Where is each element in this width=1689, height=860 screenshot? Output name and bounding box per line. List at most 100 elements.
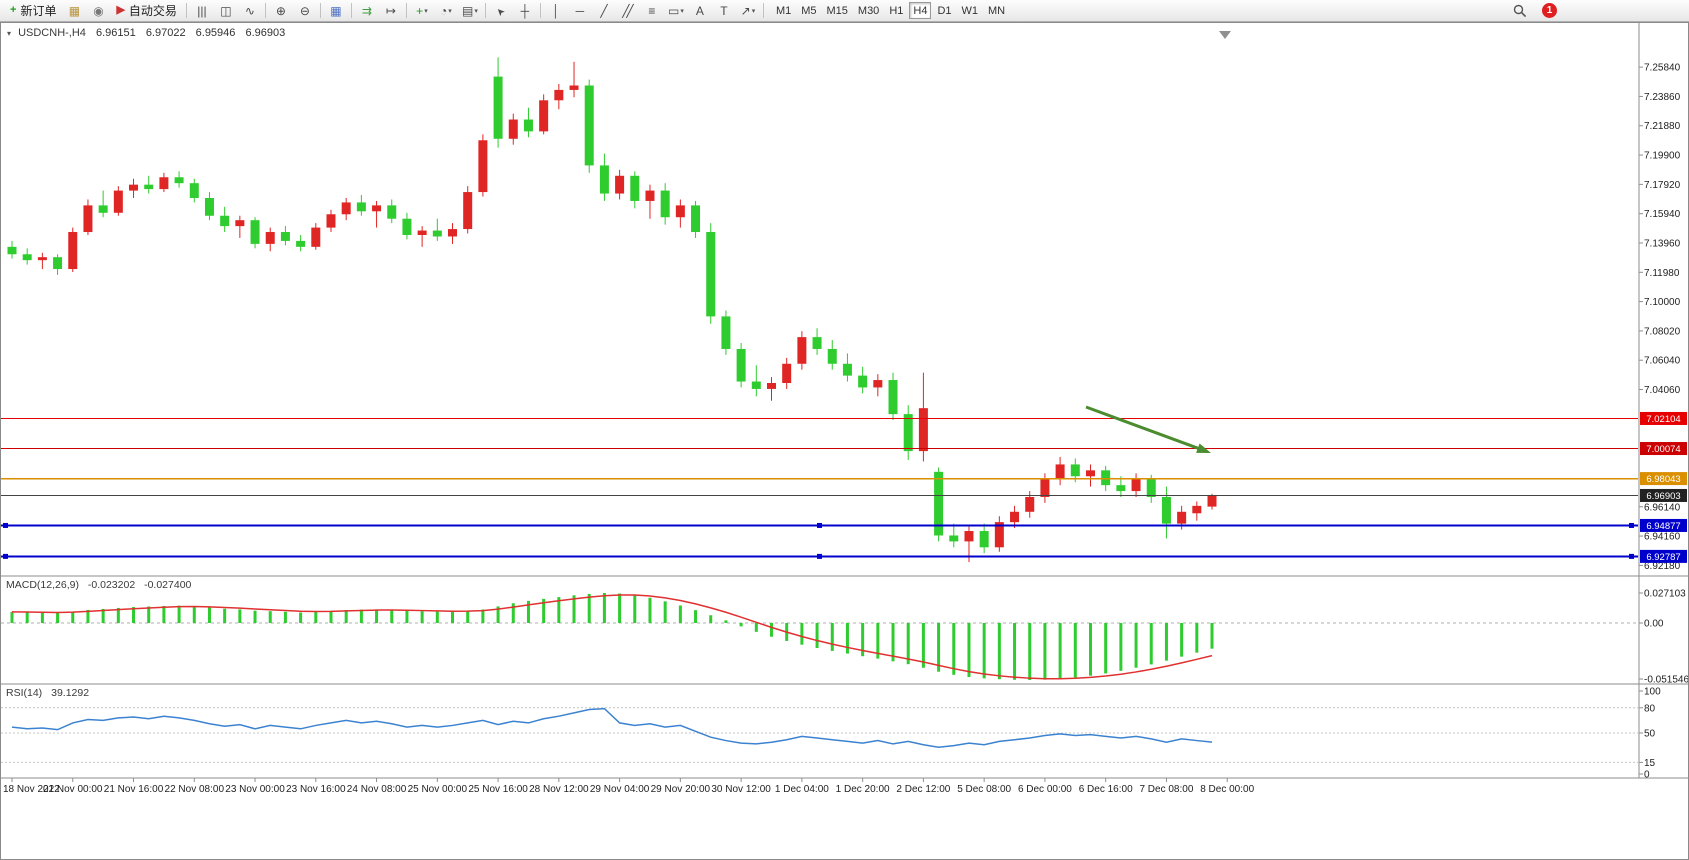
- horizontal-line-glyph: ─: [575, 3, 585, 18]
- auto-scroll-icon[interactable]: ⇉: [355, 2, 379, 20]
- symbol-timeframe-label: USDCNH-,H4: [18, 27, 86, 39]
- horizontal-line-icon[interactable]: ─: [568, 2, 592, 20]
- notification-badge[interactable]: 1: [1542, 3, 1557, 18]
- macd-axis-label: 0.027103: [1644, 588, 1686, 599]
- rsi-indicator-label: RSI(14) 39.1292: [6, 687, 95, 699]
- time-axis-label: 5 Dec 08:00: [957, 784, 1011, 795]
- time-axis-label: 25 Nov 16:00: [468, 784, 528, 795]
- support-line-1-handle[interactable]: [1629, 522, 1634, 528]
- time-axis-label: 2 Dec 12:00: [896, 784, 950, 795]
- line-chart-icon[interactable]: ∿: [238, 2, 262, 20]
- period-icon[interactable]: ◔ ▾: [434, 2, 458, 20]
- auto-trading-button-label: 自动交易: [128, 4, 177, 18]
- timeframe-m30[interactable]: M30: [857, 4, 880, 17]
- candle-body: [934, 471, 944, 536]
- candle-body: [554, 89, 564, 101]
- shapes-icon[interactable]: ▭ ▾: [664, 2, 688, 20]
- zoom-out-glyph: ⊖: [299, 3, 310, 18]
- timeframe-w1[interactable]: W1: [961, 4, 979, 17]
- label-icon[interactable]: T: [712, 2, 736, 20]
- candle-body: [341, 202, 351, 215]
- time-axis-label: 21 Nov 16:00: [104, 784, 164, 795]
- trendline-icon[interactable]: ╱: [592, 2, 616, 20]
- cursor-glyph: ➤: [493, 3, 508, 18]
- rsi-name: RSI(14): [6, 687, 43, 699]
- template-icon[interactable]: ▤ ▾: [458, 2, 482, 20]
- chart-canvas[interactable]: 7.25840 7.23860 7.21880 7.19900 7.17920 7.159…: [1, 23, 1688, 859]
- candle-body: [53, 257, 63, 270]
- candle-body: [706, 232, 716, 317]
- timeframe-h4[interactable]: H4: [909, 2, 932, 19]
- price-tag: [1640, 518, 1687, 532]
- candle-body: [569, 85, 579, 90]
- channel-icon[interactable]: ╱╱: [616, 2, 640, 20]
- candle-body: [903, 414, 913, 452]
- candlestick-chart-icon[interactable]: ◫: [214, 2, 238, 20]
- candle-body: [721, 316, 731, 349]
- arrows-icon[interactable]: ↗ ▾: [736, 2, 760, 20]
- auto-trading-button[interactable]: ▶ 自动交易: [110, 2, 182, 20]
- candle-body: [858, 375, 868, 388]
- candle-body: [1116, 485, 1126, 492]
- candle-body: [448, 229, 458, 237]
- candle-body: [204, 197, 214, 216]
- candle-body: [782, 363, 792, 384]
- ohlc-low: 6.95946: [195, 27, 236, 39]
- support-line-2-handle[interactable]: [3, 553, 8, 559]
- template-glyph: ▤: [462, 3, 474, 18]
- candle-body: [311, 227, 321, 247]
- support-line-1-handle[interactable]: [3, 522, 8, 528]
- one-click-trading-toggle[interactable]: ▾: [7, 29, 12, 38]
- bar-chart-glyph: |||: [197, 3, 207, 18]
- arrows-glyph: ↗: [740, 3, 751, 18]
- timeframe-h1[interactable]: H1: [889, 4, 904, 17]
- time-axis-label: 8 Dec 00:00: [1200, 784, 1254, 795]
- support-line-1-handle[interactable]: [817, 522, 822, 528]
- candle-body: [144, 184, 154, 190]
- timeframe-m5[interactable]: M5: [801, 4, 817, 17]
- timeframe-d1[interactable]: D1: [937, 4, 952, 17]
- fibonacci-glyph: ≡: [648, 3, 656, 18]
- support-line-2-handle[interactable]: [817, 553, 822, 559]
- text-icon[interactable]: A: [688, 2, 712, 20]
- trend-arrow[interactable]: [1085, 405, 1199, 450]
- timeframe-m1[interactable]: M1: [775, 4, 792, 17]
- candle-body: [68, 232, 78, 270]
- search-icon[interactable]: [1508, 2, 1532, 20]
- chart-title-row: ▾ USDCNH-,H4 6.96151 6.97022 6.95946 6.9…: [7, 27, 285, 39]
- zoom-out-icon[interactable]: ⊖: [293, 2, 317, 20]
- price-axis-label: 7.15940: [1644, 209, 1681, 220]
- time-axis-label: 1 Dec 04:00: [775, 784, 829, 795]
- timeframe-m15[interactable]: M15: [826, 4, 848, 17]
- candle-body: [113, 190, 123, 213]
- new-order-button[interactable]: + 新订单: [4, 2, 62, 20]
- price-tag: [1640, 488, 1687, 502]
- charts-cascade-icon[interactable]: ▦: [62, 2, 86, 20]
- vertical-line-icon[interactable]: │: [544, 2, 568, 20]
- price-axis-label: 7.10000: [1644, 297, 1681, 308]
- zoom-in-icon[interactable]: ⊕: [269, 2, 293, 20]
- price-axis-label: 7.06040: [1644, 356, 1681, 367]
- chart-shift-icon[interactable]: ↦: [379, 2, 403, 20]
- chart-shift-marker[interactable]: [1219, 31, 1231, 39]
- candle-body: [37, 257, 47, 261]
- bar-chart-icon[interactable]: |||: [190, 2, 214, 20]
- tile-windows-icon[interactable]: ▦: [324, 2, 348, 20]
- main-toolbar: + 新订单 ▦ ◉ ▶ 自动交易 ||| ◫ ∿ ⊕ ⊖ ▦ ⇉ ↦ + ▾ ◔ ▾ ▤ ▾ ➤ ┼ │ ─ ╱ ╱╱ ≡ ▭ ▾ A T ↗…: [0, 0, 1689, 22]
- chart-window: 7.25840 7.23860 7.21880 7.19900 7.17920 7.159…: [0, 22, 1689, 860]
- timeframe-mn[interactable]: MN: [988, 4, 1006, 17]
- trend-arrow-head[interactable]: [1196, 443, 1211, 453]
- caret-icon: ▾: [448, 7, 452, 15]
- add-indicator-icon[interactable]: + ▾: [410, 2, 434, 20]
- candle-body: [1070, 464, 1080, 477]
- chart-shift-glyph: ↦: [385, 3, 396, 18]
- cursor-icon[interactable]: ➤: [489, 2, 513, 20]
- time-axis-label: 6 Dec 00:00: [1018, 784, 1072, 795]
- support-line-2-handle[interactable]: [1629, 553, 1634, 559]
- fibonacci-icon[interactable]: ≡: [640, 2, 664, 20]
- zoom-in-glyph: ⊕: [275, 3, 286, 18]
- data-window-icon[interactable]: ◉: [86, 2, 110, 20]
- caret-icon: ▾: [424, 7, 428, 15]
- timeframe-toolbar: M1 M5 M15 M30 H1 H4 D1 W1 MN: [771, 2, 1010, 19]
- crosshair-icon[interactable]: ┼: [513, 2, 537, 20]
